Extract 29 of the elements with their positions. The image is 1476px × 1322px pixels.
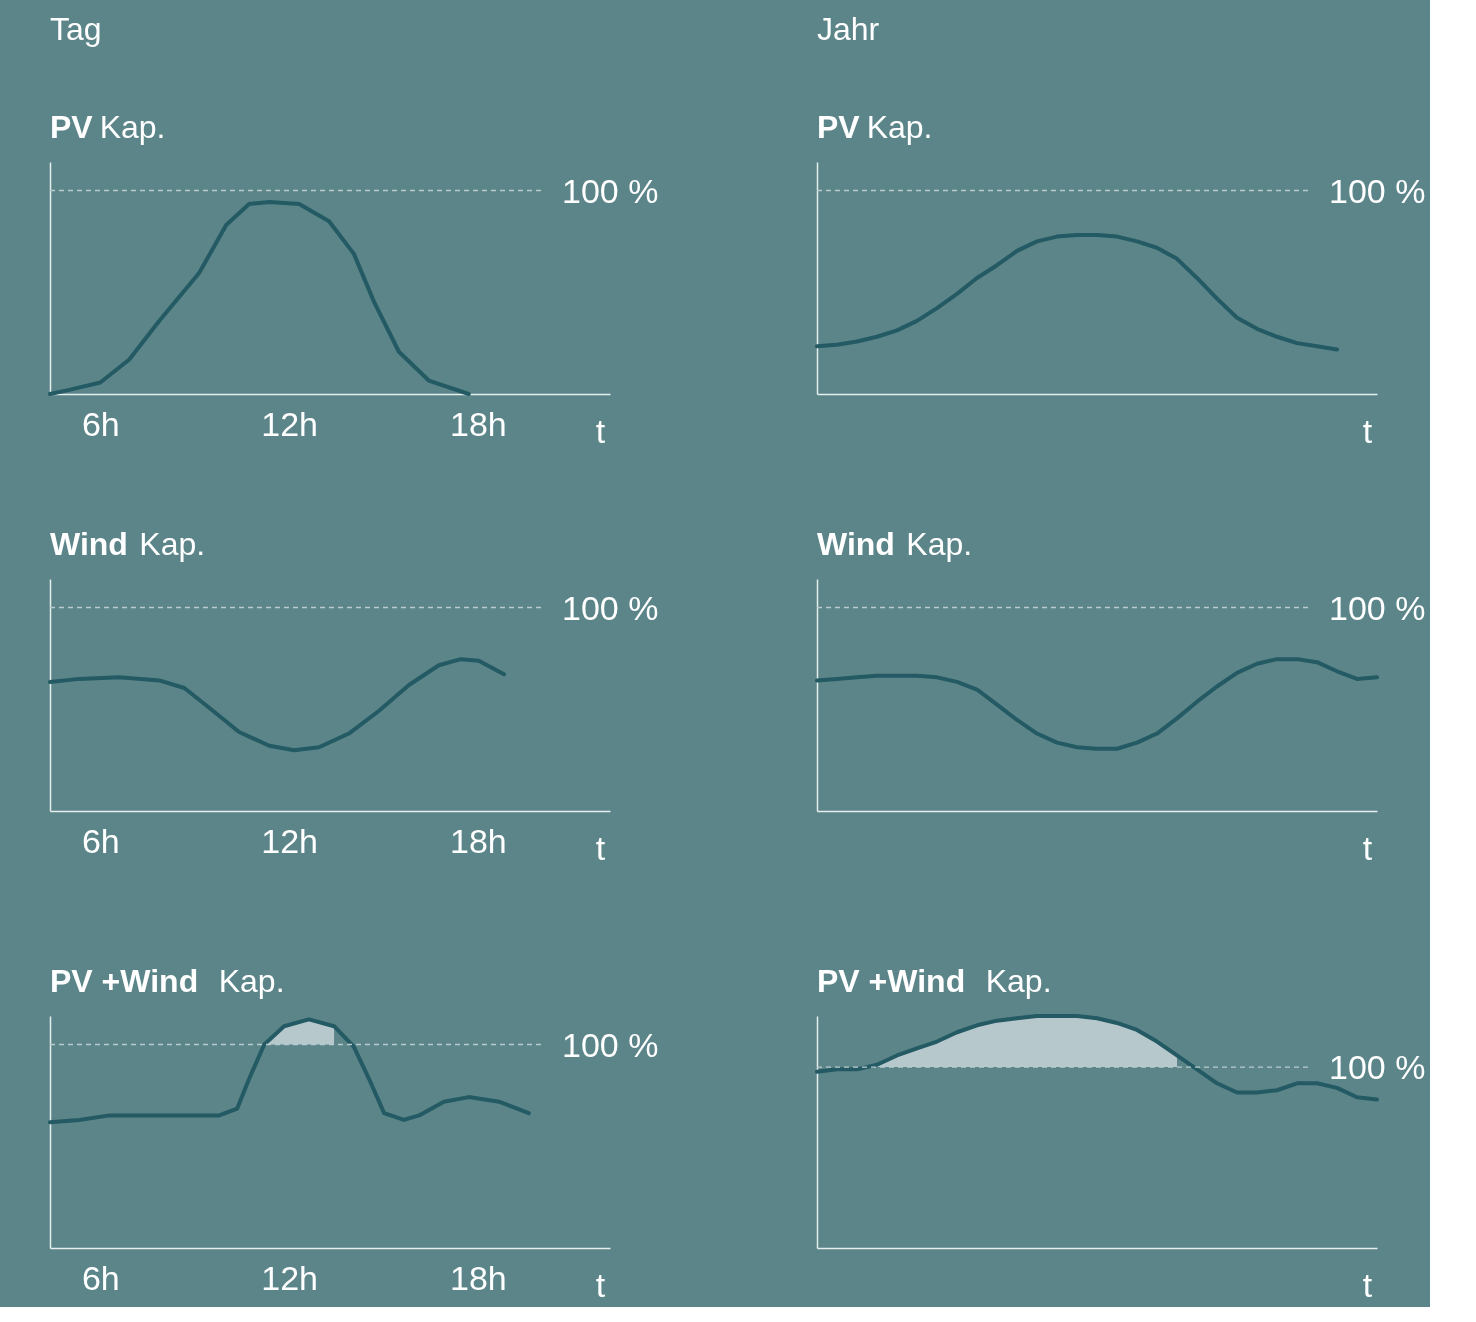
annotation: 100 % [1329,1048,1426,1087]
x-axis-title: t [595,411,606,450]
text: Jahr [817,11,880,47]
x-axis-title: t [595,1265,606,1304]
annotation: 100 % [562,171,659,210]
x-axis-title: t [595,828,606,867]
chart-title: PV Kap. [50,109,166,145]
annotation: 100 % [562,1025,659,1064]
chart-title: PV +Wind Kap. [817,963,1052,999]
x-tick-label: 6h [81,1258,120,1297]
x-axis-title: t [1362,1265,1373,1304]
x-tick-label: 12h [261,404,318,443]
x-tick-label: 18h [450,404,507,443]
x-tick-label: 12h [261,1258,318,1297]
chart-title: Wind Kap. [50,526,206,562]
x-tick-label: 12h [261,821,318,860]
chart-title: PV +Wind Kap. [50,963,285,999]
chart-title: PV Kap. [817,109,933,145]
x-tick-label: 6h [81,404,120,443]
text: 100 % [1329,588,1426,627]
x-axis-title: t [1362,828,1373,867]
x-tick-label: 18h [450,821,507,860]
x-tick-label: 6h [81,821,120,860]
text: Tag [50,11,102,47]
text: 100 % [562,588,659,627]
x-axis-title: t [1362,411,1373,450]
x-tick-label: 18h [450,1258,507,1297]
chart-title: Wind Kap. [817,526,973,562]
text: 100 % [1329,171,1426,210]
